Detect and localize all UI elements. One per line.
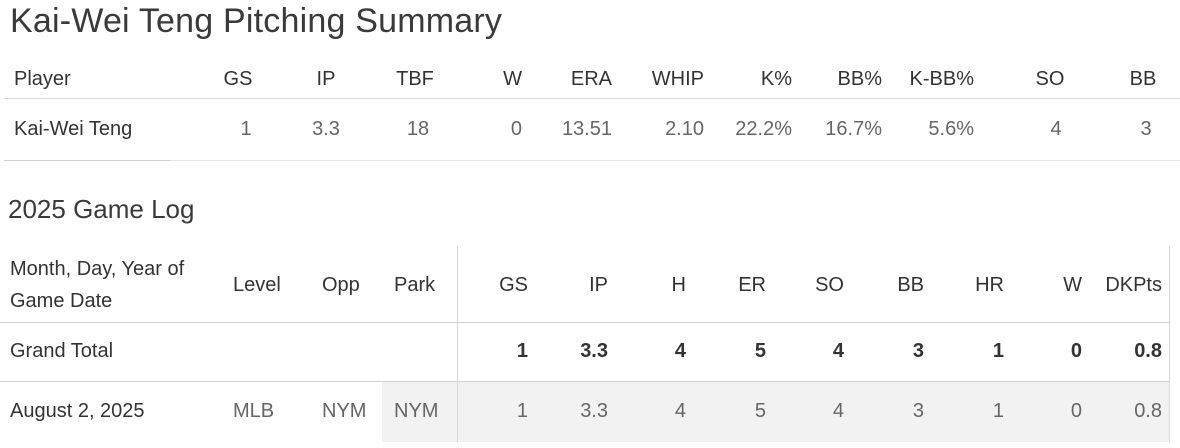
summary-so-value: 4 [1050,118,1062,140]
gamelog-header-so: SO [815,274,844,296]
summary-player-name: Kai-Wei Teng [14,118,133,140]
game-opp: NYM [322,400,367,422]
grand-total-gs: 1 [516,340,528,362]
summary-bb-pct-value: 16.7% [825,118,882,140]
game-park: NYM [394,400,439,422]
summary-k-bb-pct-value: 5.6% [928,118,974,140]
gamelog-header-ip: IP [589,274,608,296]
game-bb: 3 [912,400,924,422]
summary-header-w: W [503,68,522,90]
grand-total-h: 4 [674,340,686,362]
gamelog-header-date-line2: Game Date [10,290,113,312]
grand-total-bb: 3 [912,340,924,362]
summary-tbf-value: 18 [406,118,430,140]
gamelog-header-opp: Opp [322,274,360,296]
summary-header-ip: IP [316,68,336,90]
game-level: MLB [233,400,275,422]
summary-whip-value: 2.10 [665,118,704,140]
gamelog-header-gs: GS [499,274,528,296]
summary-era-value: 13.51 [561,118,612,140]
page-title: Kai-Wei Teng Pitching Summary [10,2,503,40]
gamelog-header-h: H [671,274,686,296]
gamelog-header-bb: BB [897,274,924,296]
grand-total-label: Grand Total [10,340,114,362]
gamelog-header-w: W [1063,274,1082,296]
summary-header-divider [4,98,1180,99]
summary-row-divider-left [4,160,170,161]
summary-header-era: ERA [570,68,612,90]
gamelog-header-level: Level [233,274,281,296]
summary-header-player: Player [14,68,71,90]
grand-total-hr: 1 [992,340,1004,362]
gamelog-header-park: Park [394,274,436,296]
summary-row-divider-right [170,160,1180,161]
gamelog-pane-divider [457,246,458,442]
summary-header-gs: GS [223,68,253,90]
summary-header-k-pct: K% [760,68,792,90]
game-h: 4 [674,400,686,422]
gamelog-header-dkpts: DKPts [1105,274,1162,296]
summary-header-bb: BB [1129,68,1157,90]
grand-total-divider [0,381,1170,382]
gamelog-right-border [1169,246,1170,442]
summary-header-so: SO [1035,68,1065,90]
grand-total-w: 0 [1070,340,1082,362]
summary-ip-value: 3.3 [312,118,340,140]
park-cell-shade [382,382,458,442]
gamelog-header-date-line1: Month, Day, Year of [10,258,185,280]
summary-k-pct-value: 22.2% [735,118,792,140]
grand-total-dkpts: 0.8 [1134,340,1162,362]
grand-total-so: 4 [832,340,844,362]
summary-bb-value: 3 [1140,118,1152,140]
gamelog-header-divider [0,322,1170,323]
gamelog-header-hr: HR [975,274,1004,296]
grand-total-er: 5 [754,340,766,362]
summary-header-bb-pct: BB% [837,68,882,90]
summary-header-k-bb-pct: K-BB% [909,68,974,90]
game-w: 0 [1070,400,1082,422]
game-date: August 2, 2025 [10,400,145,422]
gamelog-header-er: ER [738,274,766,296]
grand-total-ip: 3.3 [580,340,608,362]
game-gs: 1 [516,400,528,422]
summary-header-whip: WHIP [651,68,704,90]
game-so: 4 [832,400,844,422]
summary-header-tbf: TBF [396,68,434,90]
stats-row-shade [458,382,1170,442]
game-hr: 1 [992,400,1004,422]
summary-gs-value: 1 [240,118,252,140]
summary-w-value: 0 [510,118,522,140]
gamelog-title: 2025 Game Log [8,194,195,224]
game-dkpts: 0.8 [1134,400,1162,422]
game-ip: 3.3 [580,400,608,422]
game-er: 5 [754,400,766,422]
